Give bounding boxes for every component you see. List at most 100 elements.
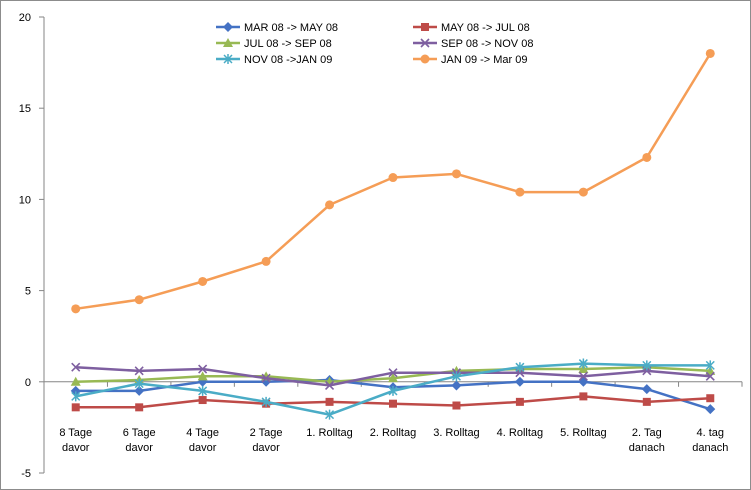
marker-shape	[198, 385, 208, 396]
marker-shape	[223, 38, 233, 47]
marker-shape	[515, 362, 525, 373]
marker-shape	[325, 397, 334, 406]
legend-item: MAY 08 -> JUL 08	[413, 22, 530, 34]
marker-shape	[223, 22, 233, 32]
data-point	[514, 376, 525, 387]
marker-shape	[261, 256, 271, 266]
marker-shape	[197, 371, 208, 381]
series-6	[71, 48, 715, 314]
marker-shape	[325, 200, 335, 210]
x-tick-label-line: 2. Rolltag	[370, 427, 416, 439]
data-point	[261, 373, 271, 383]
legend-item: JAN 09 -> Mar 09	[413, 54, 528, 66]
x-tick-label: 2. Tag danach	[629, 427, 665, 454]
legend-label: MAR 08 -> MAY 08	[244, 22, 338, 34]
data-point	[388, 368, 398, 378]
x-tick-label: 6 Tage davor	[123, 427, 156, 454]
marker-shape	[325, 409, 335, 420]
data-point	[324, 380, 335, 391]
marker-shape	[198, 276, 208, 286]
marker-shape	[261, 396, 271, 407]
marker-shape	[421, 23, 429, 31]
legend-marker	[223, 38, 233, 47]
x-tick-label-line: 5. Rolltag	[560, 427, 606, 439]
data-point	[134, 385, 145, 396]
marker-shape	[578, 376, 589, 387]
marker-shape	[134, 366, 144, 376]
series-2	[71, 392, 715, 412]
marker-shape	[451, 380, 462, 391]
marker-shape	[71, 362, 81, 372]
marker-shape	[71, 391, 81, 402]
x-tick-label: 3. Rolltag	[433, 427, 479, 439]
data-point	[135, 403, 144, 412]
data-point	[388, 385, 398, 396]
x-tick-label-line: danach	[692, 442, 728, 454]
x-tick-label: 4. tag danach	[692, 427, 728, 454]
data-point	[134, 378, 144, 389]
data-point	[388, 173, 398, 183]
marker-shape	[579, 392, 588, 401]
legend-item: SEP 08 -> NOV 08	[413, 38, 533, 50]
series-5	[71, 358, 715, 420]
data-point	[71, 304, 81, 314]
marker-shape	[578, 187, 588, 197]
legend-marker	[421, 23, 429, 31]
data-point	[578, 371, 588, 381]
data-point	[578, 187, 588, 197]
legend-label: JUL 08 -> SEP 08	[244, 38, 332, 50]
marker-shape	[198, 396, 207, 405]
data-point	[452, 401, 461, 410]
x-tick-label-line: davor	[62, 442, 90, 454]
data-point	[325, 200, 335, 210]
legend-label: NOV 08 ->JAN 09	[244, 54, 332, 66]
legend-marker	[223, 22, 233, 32]
x-tick-label: 2 Tage davor	[250, 427, 283, 454]
x-tick-label: 2. Rolltag	[370, 427, 416, 439]
x-tick-label-line: 4. Rolltag	[497, 427, 543, 439]
x-tick-label-line: davor	[189, 442, 217, 454]
data-point	[578, 358, 588, 369]
marker-shape	[261, 373, 271, 383]
legend-marker	[420, 54, 430, 64]
data-point	[197, 371, 208, 381]
marker-shape	[223, 54, 233, 64]
y-tick-label: 0	[25, 377, 31, 389]
data-point	[134, 295, 144, 305]
marker-shape	[71, 403, 80, 412]
marker-shape	[389, 399, 397, 408]
legend-label: SEP 08 -> NOV 08	[441, 38, 533, 50]
marker-shape	[71, 304, 81, 314]
x-tick-label-line: 2 Tage	[250, 427, 283, 439]
marker-shape	[451, 371, 461, 382]
marker-shape	[134, 385, 145, 396]
x-tick-label-line: 6 Tage	[123, 427, 156, 439]
marker-shape	[706, 394, 715, 403]
x-tick-label-line: 4 Tage	[186, 427, 219, 439]
marker-shape	[198, 364, 208, 374]
legend: MAR 08 -> MAY 08 MAY 08 -> JUL 08 JUL 08 -…	[216, 22, 533, 66]
data-point	[705, 360, 715, 371]
data-point	[515, 187, 525, 197]
marker-shape	[578, 358, 588, 369]
data-point	[325, 409, 335, 420]
x-tick-label: 4 Tage davor	[186, 427, 219, 454]
x-tick-label-line: 4. tag	[697, 427, 725, 439]
x-tick-label-line: davor	[252, 442, 280, 454]
data-point	[261, 256, 271, 266]
data-point	[515, 397, 524, 406]
data-point	[70, 376, 81, 386]
marker-shape	[641, 384, 652, 395]
legend-item: NOV 08 ->JAN 09	[216, 54, 332, 66]
legend-marker	[223, 54, 233, 64]
data-point	[261, 396, 271, 407]
marker-shape	[514, 376, 525, 387]
data-point	[451, 169, 461, 179]
data-point	[134, 366, 144, 376]
data-point	[641, 384, 652, 395]
data-point	[198, 385, 208, 396]
y-tick-label: 15	[19, 103, 31, 115]
data-point	[706, 394, 715, 403]
